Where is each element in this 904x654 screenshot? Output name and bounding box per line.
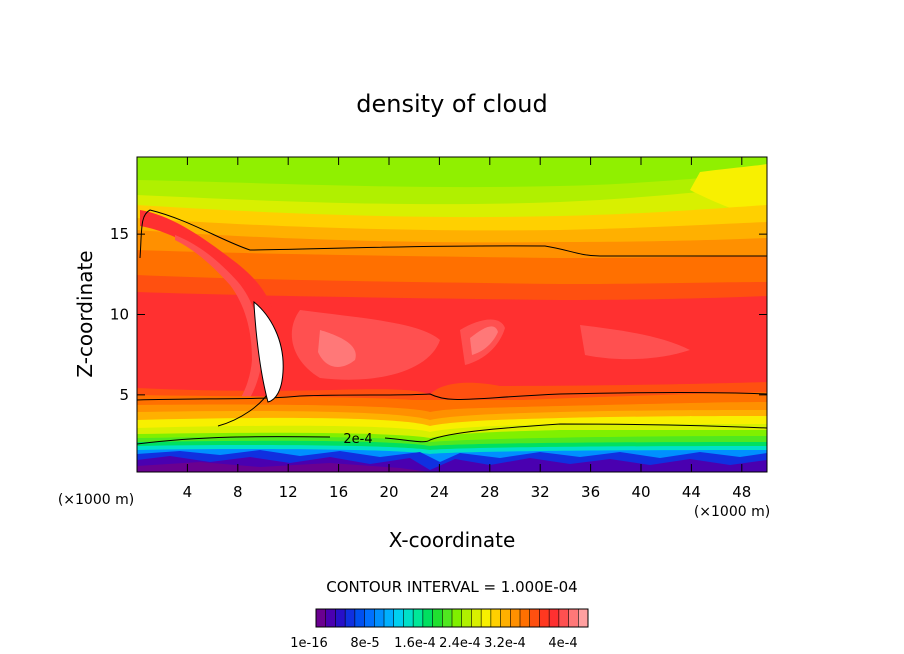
x-tick-label: 40: [631, 483, 650, 501]
colorbar-swatch: [500, 609, 511, 627]
colorbar-swatch: [325, 609, 336, 627]
x-tick-label: 12: [279, 483, 298, 501]
colorbar-label: 4e-4: [548, 636, 577, 651]
colorbar-swatch: [558, 609, 569, 627]
colorbar: [315, 608, 589, 628]
contour-label: 2e-4: [343, 432, 372, 447]
colorbar-swatch: [442, 609, 453, 627]
x-tick-label: 48: [732, 483, 751, 501]
colorbar-swatch: [384, 609, 395, 627]
colorbar-swatch: [374, 609, 385, 627]
colorbar-swatch: [345, 609, 356, 627]
colorbar-swatch: [529, 609, 540, 627]
colorbar-swatch: [481, 609, 492, 627]
contour-plot-area: [137, 157, 767, 472]
colorbar-swatch: [471, 609, 482, 627]
colorbar-swatch: [549, 609, 560, 627]
x-tick-label: 20: [379, 483, 398, 501]
colorbar-swatch: [335, 609, 346, 627]
x-tick-label: 8: [233, 483, 243, 501]
colorbar-label: 3.2e-4: [484, 636, 526, 651]
x-tick-label: 36: [581, 483, 600, 501]
colorbar-swatch: [422, 609, 433, 627]
y-tick-label: 10: [110, 306, 129, 324]
x-axis-ticks: 4 8 12 16 20 24 28 32 36 40 44 48: [183, 157, 751, 501]
colorbar-swatch: [403, 609, 414, 627]
x-unit-left: (×1000 m): [58, 492, 134, 508]
x-unit-right: (×1000 m): [694, 504, 770, 520]
y-axis-ticks: 5 10 15: [110, 225, 767, 404]
colorbar-label: 1.6e-4: [394, 636, 436, 651]
colorbar-label: 8e-5: [350, 636, 379, 651]
colorbar-swatch: [578, 609, 589, 627]
chart-title: density of cloud: [356, 90, 547, 118]
x-tick-label: 4: [183, 483, 193, 501]
colorbar-swatch: [461, 609, 472, 627]
colorbar-swatch: [413, 609, 424, 627]
x-tick-label: 44: [682, 483, 701, 501]
colorbar-swatch: [432, 609, 443, 627]
colorbar-label: 2.4e-4: [439, 636, 481, 651]
colorbar-swatch: [354, 609, 365, 627]
colorbar-swatch: [452, 609, 463, 627]
colorbar-swatch: [539, 609, 550, 627]
colorbar-swatch: [510, 609, 521, 627]
x-tick-label: 28: [480, 483, 499, 501]
contour-interval-text: CONTOUR INTERVAL = 1.000E-04: [326, 578, 577, 596]
x-tick-label: 24: [430, 483, 449, 501]
y-axis-label: Z-coordinate: [73, 250, 97, 377]
colorbar-frame: [315, 608, 589, 628]
colorbar-labels: 1e-16 8e-5 1.6e-4 2.4e-4 3.2e-4 4e-4: [290, 636, 577, 651]
colorbar-swatch: [316, 609, 327, 627]
colorbar-swatch: [568, 609, 579, 627]
y-tick-label: 5: [119, 386, 129, 404]
x-tick-label: 32: [531, 483, 550, 501]
y-tick-label: 15: [110, 225, 129, 243]
x-tick-label: 16: [329, 483, 348, 501]
colorbar-swatch: [520, 609, 531, 627]
colorbar-swatch: [490, 609, 501, 627]
colorbar-swatch: [364, 609, 375, 627]
x-axis-label: X-coordinate: [389, 528, 516, 552]
colorbar-label: 1e-16: [290, 636, 328, 651]
colorbar-swatch: [393, 609, 404, 627]
